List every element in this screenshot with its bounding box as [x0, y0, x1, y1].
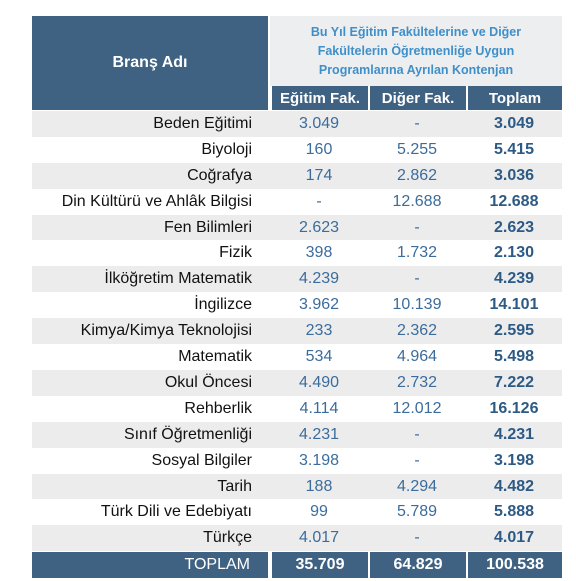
total-value: 4.017 — [466, 525, 562, 552]
quota-value: 4.239 — [270, 266, 368, 293]
quota-value: 2.862 — [368, 162, 466, 189]
branch-name: Türk Dili ve Edebiyatı — [100, 503, 252, 521]
branch-name: Rehberlik — [184, 399, 252, 417]
quota-value: 10.139 — [392, 296, 442, 314]
quota-value: 4.964 — [396, 348, 438, 366]
branch-name: Türkçe — [32, 525, 270, 552]
total-value: 4.482 — [466, 473, 562, 500]
total-value: 4.239 — [466, 266, 562, 293]
header-group: Bu Yıl Eğitim Fakültelerine ve Diğer Fak… — [270, 16, 562, 86]
quota-value: 2.732 — [368, 370, 466, 396]
branch-name: Kimya/Kimya Teknolojisi — [32, 318, 270, 345]
quota-value: 5.255 — [396, 140, 438, 158]
total-value: 5.498 — [493, 348, 535, 366]
branch-name: Fizik — [219, 244, 252, 262]
branch-name: Okul Öncesi — [32, 370, 270, 396]
branch-name: Biyoloji — [201, 140, 252, 158]
header-group-line: Bu Yıl Eğitim Fakültelerine ve Diğer — [310, 24, 522, 39]
total-value: 3.198 — [493, 451, 535, 469]
header-group-line: Programlarına Ayrılan Kontenjan — [318, 62, 514, 77]
quota-value: - — [368, 214, 466, 241]
quota-value: 5.789 — [396, 503, 438, 521]
total-value: 4.231 — [466, 421, 562, 448]
total-value: 2.130 — [493, 244, 535, 262]
quota-value: - — [368, 266, 466, 293]
quota-value: 3.198 — [298, 451, 340, 469]
quota-value: 2.362 — [368, 318, 466, 345]
quota-value: - — [414, 451, 420, 469]
branch-name: Fen Bilimleri — [32, 214, 270, 241]
column-header: Eğitim Fak. — [270, 86, 368, 110]
quota-value: 4.231 — [270, 421, 368, 448]
total-value: 2.595 — [466, 318, 562, 345]
quota-value: 2.623 — [270, 214, 368, 241]
quota-value: 398 — [305, 244, 333, 262]
branch-name: İngilizce — [194, 296, 252, 314]
total-value: 3.049 — [466, 111, 562, 137]
branch-name: Coğrafya — [32, 162, 270, 189]
grand-total: 64.829 — [368, 552, 466, 579]
quota-value: 174 — [270, 162, 368, 189]
total-value: 14.101 — [489, 296, 539, 314]
total-value: 16.126 — [489, 399, 539, 417]
branch-name: Matematik — [178, 348, 252, 366]
quota-value: - — [316, 192, 322, 210]
grand-total: 100.538 — [466, 552, 562, 579]
column-header: Toplam — [466, 86, 562, 110]
quota-value: 1.732 — [396, 244, 438, 262]
quota-value: - — [368, 421, 466, 448]
quota-value: 12.688 — [392, 192, 442, 210]
quota-value: 534 — [305, 348, 333, 366]
total-value: 12.688 — [489, 192, 539, 210]
quota-value: 4.114 — [299, 399, 339, 417]
header-group-line: Fakültelerin Öğretmenliğe Uygun — [317, 43, 515, 58]
quota-value: 3.049 — [270, 111, 368, 137]
quota-value: 188 — [270, 473, 368, 500]
total-value: 5.888 — [493, 503, 535, 521]
quota-value: - — [368, 525, 466, 552]
total-value: 3.036 — [466, 162, 562, 189]
quota-value: 3.962 — [298, 296, 340, 314]
header-title-cell: Branş Adı — [32, 16, 270, 110]
branch-name: Sosyal Bilgiler — [151, 451, 252, 469]
total-value: 2.623 — [466, 214, 562, 241]
quota-value: 4.490 — [270, 370, 368, 396]
total-value: 7.222 — [466, 370, 562, 396]
grand-total: 35.709 — [270, 552, 368, 579]
branch-name: İlköğretim Matematik — [32, 266, 270, 293]
table: Branş Adı Bu Yıl Eğitim Fakültelerine ve… — [32, 16, 562, 579]
branch-name: Tarih — [32, 473, 270, 500]
branch-name: Din Kültürü ve Ahlâk Bilgisi — [61, 192, 252, 210]
quota-value: 99 — [310, 503, 328, 521]
column-header: Diğer Fak. — [368, 86, 466, 110]
branch-name: Beden Eğitimi — [32, 111, 270, 137]
branch-name: Sınıf Öğretmenliği — [32, 421, 270, 448]
quota-value: 4.294 — [368, 473, 466, 500]
quota-value: 12.012 — [392, 399, 442, 417]
header-title: Branş Adı — [112, 54, 188, 71]
total-value: 5.415 — [493, 140, 535, 158]
quota-value: - — [368, 111, 466, 137]
quota-value: 4.017 — [270, 525, 368, 552]
total-label: TOPLAM — [32, 552, 270, 579]
quota-value: 233 — [270, 318, 368, 345]
quota-value: 160 — [305, 140, 333, 158]
